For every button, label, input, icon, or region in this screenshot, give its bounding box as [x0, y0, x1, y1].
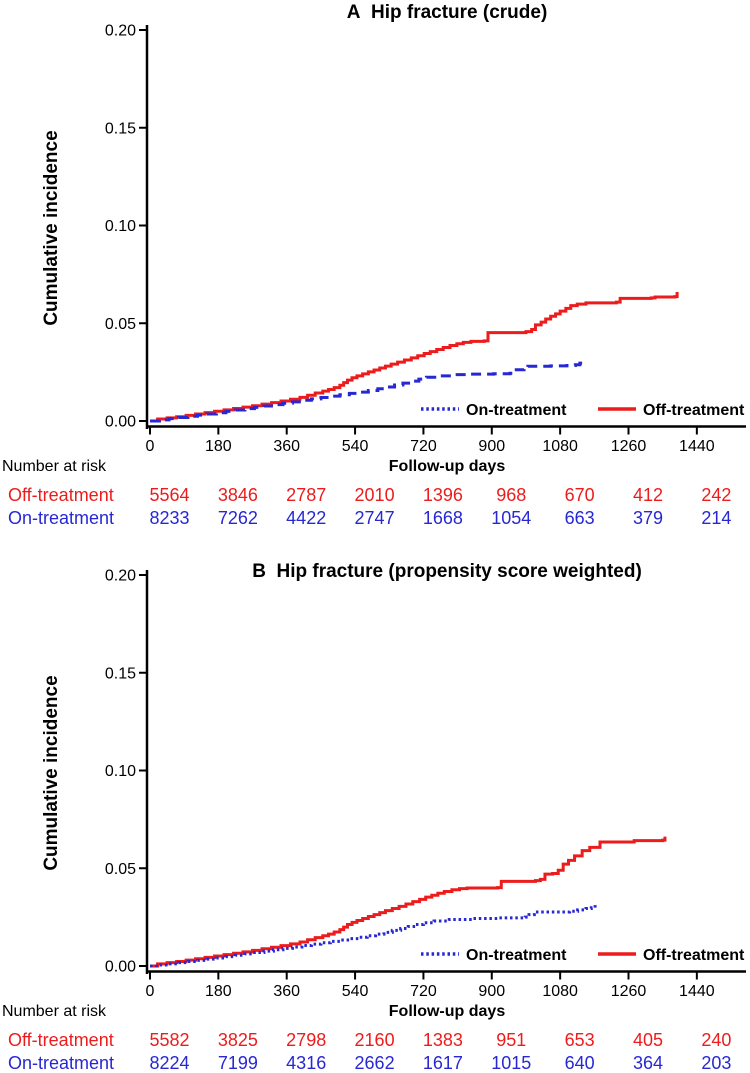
- panel-b-chart: 0.00 0.05 0.10 0.15 0.20 0 180 360 540 720 900 1080…: [105, 568, 746, 1000]
- risk-row-on-treatment: On-treatment 8224 7199 4316 2662 1617 1015 640 3…: [0, 1053, 750, 1073]
- risk-count: 1668: [422, 508, 463, 528]
- y-tick-label: 0.20: [105, 568, 136, 585]
- x-tick-label: 540: [342, 438, 369, 455]
- risk-row-off-treatment: Off-treatment 5582 3825 2798 2160 1383 951 653 4…: [0, 1030, 750, 1050]
- risk-count: 5564: [149, 485, 190, 505]
- y-tick-label: 0.10: [105, 763, 136, 780]
- x-tick-label: 900: [478, 983, 505, 1000]
- risk-count: 2798: [286, 1030, 327, 1050]
- risk-count: 379: [632, 508, 663, 528]
- x-tick-label: 540: [342, 983, 369, 1000]
- x-tick-label: 1260: [611, 983, 647, 1000]
- risk-count: 3825: [217, 1030, 258, 1050]
- risk-row-label: Off-treatment: [8, 1030, 114, 1050]
- risk-row-label: On-treatment: [8, 508, 115, 528]
- x-tick-label: 180: [205, 983, 232, 1000]
- panel-b-hip-fracture-weighted: B Hip fracture (propensity score weighte…: [0, 545, 750, 1073]
- legend-label: On-treatment: [466, 947, 567, 964]
- y-tick-label: 0.15: [105, 120, 136, 137]
- risk-count: 2662: [354, 1053, 395, 1073]
- risk-count: 1015: [491, 1053, 532, 1073]
- risk-count: 1617: [422, 1053, 463, 1073]
- x-tick-label: 1260: [611, 438, 647, 455]
- curve-off-treatment: [150, 291, 679, 423]
- risk-count: 8224: [149, 1053, 190, 1073]
- risk-count: 412: [632, 485, 663, 505]
- legend-label: On-treatment: [466, 402, 567, 419]
- risk-count: 8233: [149, 508, 190, 528]
- risk-count: 1054: [491, 508, 532, 528]
- risk-count: 1383: [422, 1030, 463, 1050]
- x-tick-label: 0: [146, 438, 155, 455]
- panel-a-chart: 0.00 0.05 0.10 0.15 0.20 0 180 360 540 720 900 1080…: [105, 23, 746, 455]
- risk-count: 968: [496, 485, 527, 505]
- x-tick-label: 360: [273, 983, 300, 1000]
- x-tick-label: 360: [273, 438, 300, 455]
- y-tick-label: 0.10: [105, 218, 136, 235]
- risk-count: 663: [564, 508, 595, 528]
- x-tick-label: 1080: [542, 983, 578, 1000]
- risk-count: 670: [564, 485, 595, 505]
- risk-count: 640: [564, 1053, 595, 1073]
- panel-a-x-axis-label: Follow-up days: [388, 458, 506, 475]
- y-tick-label: 0.20: [105, 23, 136, 40]
- x-tick-label: 720: [410, 438, 437, 455]
- risk-row-label: Off-treatment: [8, 485, 114, 505]
- risk-count: 214: [701, 508, 732, 528]
- risk-count: 364: [632, 1053, 663, 1073]
- risk-count: 5582: [149, 1030, 190, 1050]
- risk-count: 2787: [286, 485, 327, 505]
- risk-count: 4422: [286, 508, 327, 528]
- x-tick-label: 900: [478, 438, 505, 455]
- y-tick-label: 0.05: [105, 861, 136, 878]
- x-tick-label: 720: [410, 983, 437, 1000]
- risk-count: 951: [496, 1030, 527, 1050]
- risk-count: 7262: [217, 508, 258, 528]
- risk-count: 2160: [354, 1030, 395, 1050]
- risk-row-label: On-treatment: [8, 1053, 115, 1073]
- risk-count: 242: [701, 485, 732, 505]
- risk-count: 7199: [217, 1053, 258, 1073]
- x-tick-label: 0: [146, 983, 155, 1000]
- y-tick-label: 0.05: [105, 316, 136, 333]
- risk-count: 405: [632, 1030, 663, 1050]
- panel-a-hip-fracture-crude: A Hip fracture (crude) Cumulative incide…: [0, 0, 750, 530]
- legend-label: Off-treatment: [643, 402, 745, 419]
- risk-count: 653: [564, 1030, 595, 1050]
- y-tick-label: 0.00: [105, 959, 136, 976]
- risk-count: 240: [701, 1030, 732, 1050]
- panel-b-number-at-risk-label: Number at risk: [2, 1003, 107, 1020]
- panel-b-title: B Hip fracture (propensity score weighte…: [252, 561, 642, 582]
- x-tick-label: 180: [205, 438, 232, 455]
- risk-count: 1396: [422, 485, 463, 505]
- curve-on-treatment: [150, 902, 597, 968]
- risk-row-on-treatment: On-treatment 8233 7262 4422 2747 1668 1054 663 3…: [0, 508, 750, 528]
- risk-count: 203: [701, 1053, 732, 1073]
- risk-count: 4316: [286, 1053, 327, 1073]
- y-tick-label: 0.00: [105, 414, 136, 431]
- y-tick-label: 0.15: [105, 665, 136, 682]
- x-tick-label: 1080: [542, 438, 578, 455]
- panel-b-x-axis-label: Follow-up days: [388, 1003, 506, 1020]
- risk-row-off-treatment: Off-treatment 5564 3846 2787 2010 1396 968 670 4…: [0, 485, 750, 505]
- panel-a-title: A Hip fracture (crude): [346, 2, 548, 23]
- x-tick-label: 1440: [679, 983, 715, 1000]
- risk-count: 3846: [217, 485, 258, 505]
- risk-count: 2747: [354, 508, 395, 528]
- legend-label: Off-treatment: [643, 947, 745, 964]
- x-tick-label: 1440: [679, 438, 715, 455]
- curve-off-treatment: [150, 836, 667, 968]
- panel-a-number-at-risk-label: Number at risk: [2, 458, 107, 475]
- risk-count: 2010: [354, 485, 395, 505]
